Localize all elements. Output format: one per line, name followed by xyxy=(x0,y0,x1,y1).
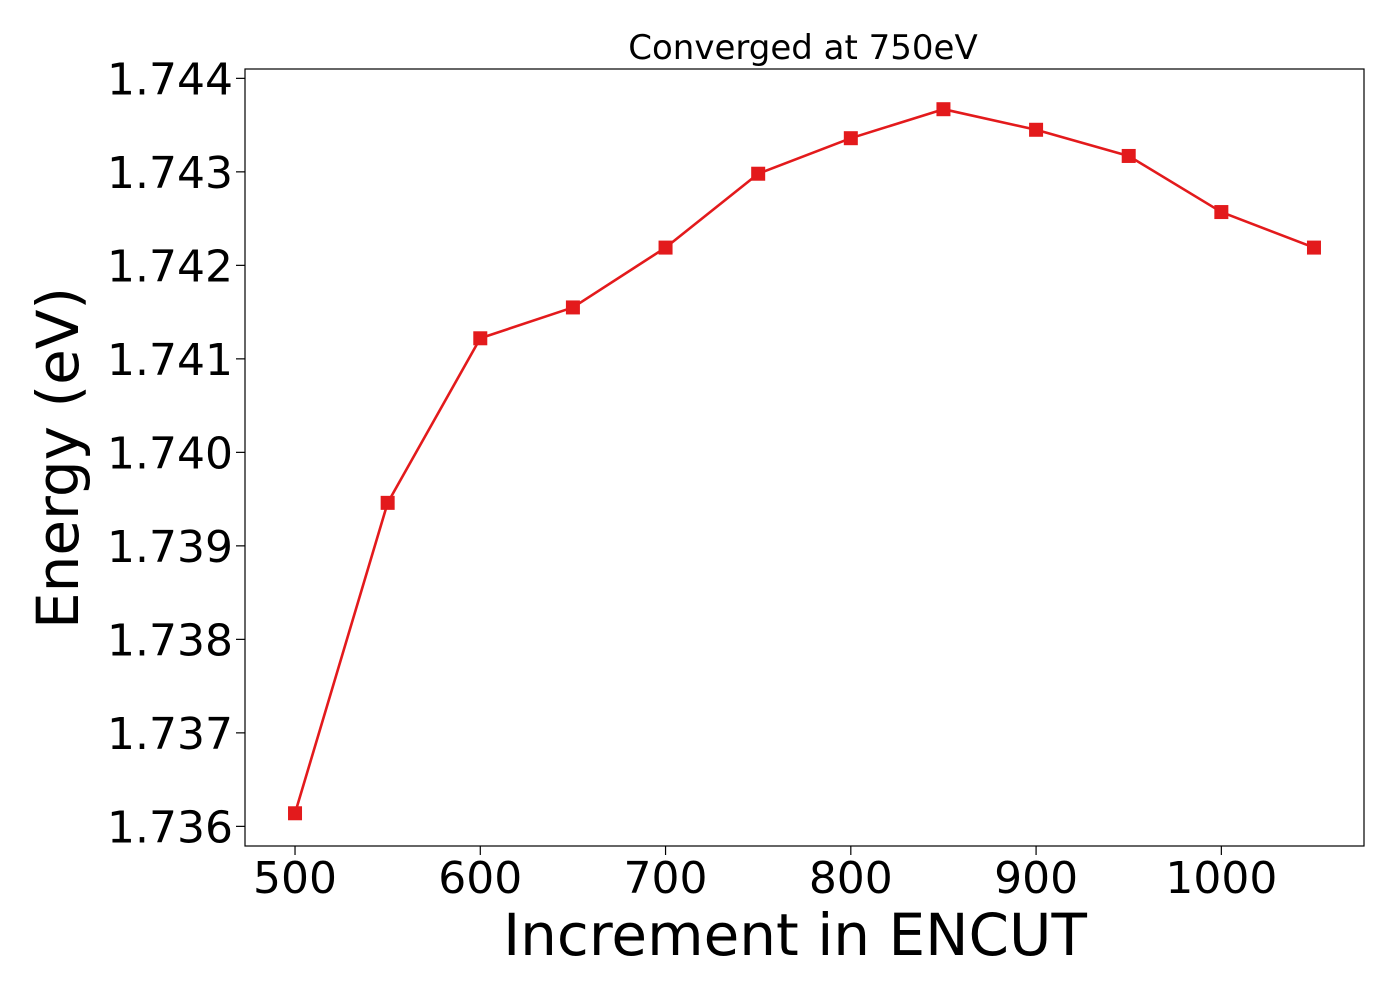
x-axis-label: Increment in ENCUT xyxy=(503,901,1087,969)
y-tick-label: 1.742 xyxy=(107,241,233,292)
y-tick-label: 1.738 xyxy=(107,615,233,666)
x-axis: 500 600 700 800 900 1000 xyxy=(253,846,1277,904)
series-line xyxy=(293,107,1315,814)
data-point-marker xyxy=(473,331,488,346)
data-point-marker xyxy=(565,300,580,315)
data-point-marker xyxy=(380,495,395,510)
data-point-marker xyxy=(1121,148,1136,163)
data-point-marker xyxy=(658,240,673,255)
y-tick-label: 1.736 xyxy=(107,802,233,853)
plot-area-frame xyxy=(244,68,1365,847)
y-axis: 1.736 1.737 1.738 1.739 1.740 1.741 1.742 1.743… xyxy=(107,54,245,853)
x-tick-label: 1000 xyxy=(1165,853,1277,904)
data-point-marker xyxy=(751,166,766,181)
y-tick-label: 1.739 xyxy=(107,522,233,573)
y-tick-label: 1.743 xyxy=(107,148,233,199)
x-tick-label: 600 xyxy=(438,853,522,904)
data-point-marker xyxy=(288,806,303,821)
x-tick-label: 800 xyxy=(809,853,893,904)
y-tick-label: 1.741 xyxy=(107,335,233,386)
data-point-marker xyxy=(936,102,951,117)
chart-title: Converged at 750eV xyxy=(628,28,977,68)
x-tick-label: 700 xyxy=(624,853,708,904)
data-point-marker xyxy=(843,131,858,146)
data-point-marker xyxy=(1029,122,1044,137)
data-point-marker xyxy=(1214,205,1229,220)
y-tick-label: 1.737 xyxy=(107,709,233,760)
x-tick-label: 900 xyxy=(994,853,1078,904)
x-tick-label: 500 xyxy=(253,853,337,904)
y-axis-label: Energy (eV) xyxy=(24,287,92,629)
series-layer xyxy=(288,102,1321,821)
data-point-marker xyxy=(1306,240,1321,255)
y-tick-label: 1.744 xyxy=(107,54,233,105)
y-tick-label: 1.740 xyxy=(107,428,233,479)
